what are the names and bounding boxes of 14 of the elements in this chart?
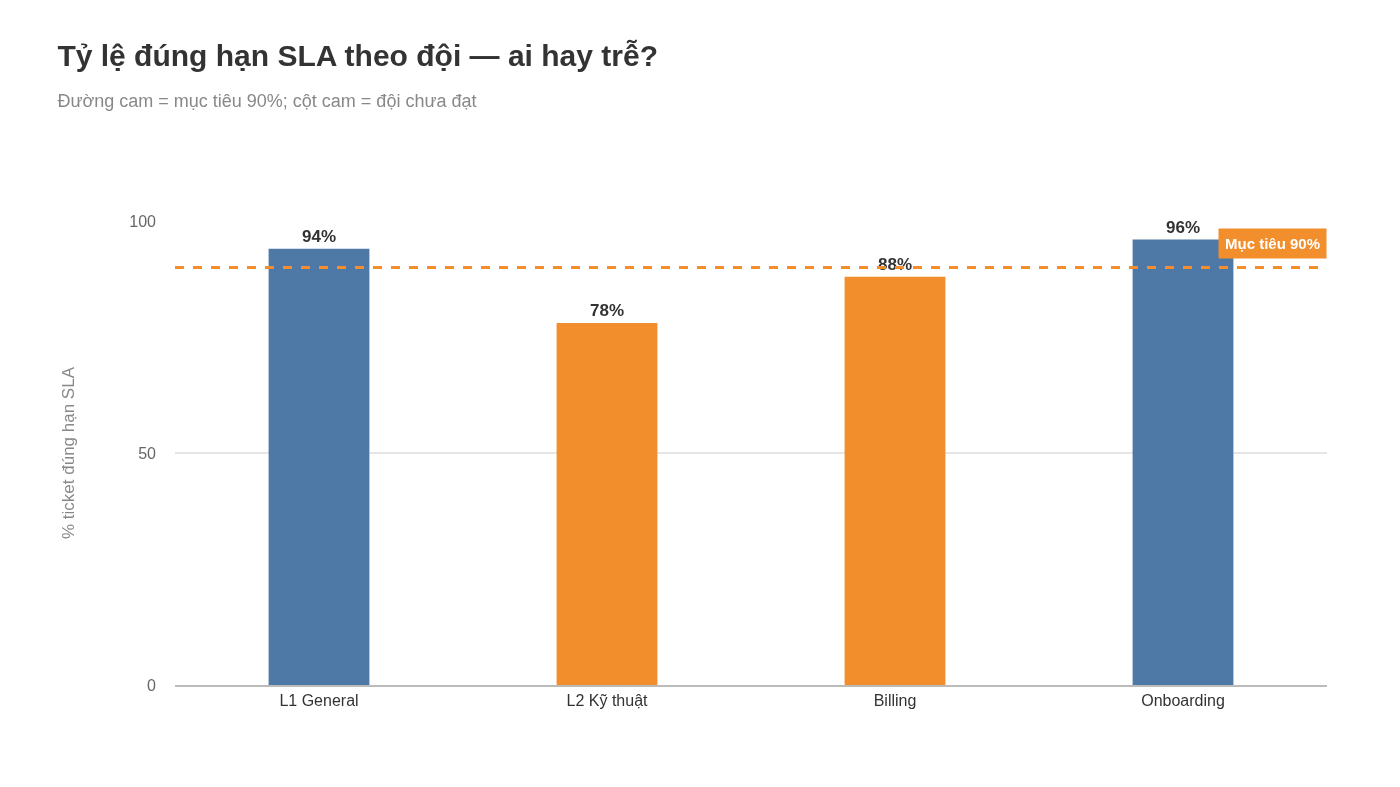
data-label: 78%	[589, 301, 625, 321]
x-tick-label: L1 General	[279, 692, 359, 710]
ref-line-label: Mục tiêu 90%	[1225, 235, 1321, 252]
x-tick-label: Onboarding	[1141, 692, 1225, 710]
x-tick-label: Billing	[873, 692, 917, 710]
chart-subtitle: Đường cam = mục tiêu 90%; cột cam = đội chưa đạt	[57, 90, 477, 111]
y-tick-label: 50	[138, 444, 157, 462]
y-axis-title: % ticket đúng hạn SLA	[58, 366, 78, 540]
y-tick-label: 0	[147, 676, 157, 694]
y-tick-label: 100	[129, 212, 157, 230]
chart-title: Tỷ lệ đúng hạn SLA theo đội — ai hay trễ?	[57, 38, 659, 72]
data-label: 94%	[301, 226, 337, 246]
x-tick-label: L2 Kỹ thuật	[566, 692, 649, 710]
data-label: 96%	[1165, 217, 1201, 237]
